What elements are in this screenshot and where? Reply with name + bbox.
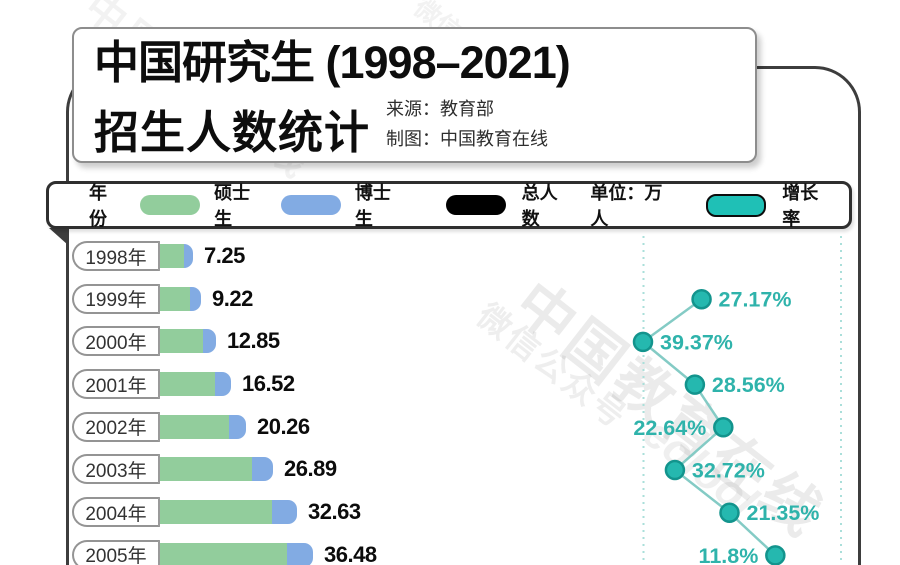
- legend-unit-label: 单位：万人: [590, 183, 663, 229]
- chart-row-2001: 2001年 16.52: [72, 369, 377, 400]
- title-box: 中国研究生 (1998–2021) 招生人数统计 来源：教育部 制图：中国教育在…: [72, 27, 757, 163]
- phd-bar-segment: [215, 372, 231, 397]
- master-bar-segment: [160, 372, 215, 397]
- enrollment-bar: [160, 286, 201, 311]
- master-bar-segment: [160, 457, 252, 482]
- year-pill: 2000年: [72, 326, 160, 357]
- phd-bar-segment: [184, 244, 193, 268]
- master-bar-segment: [160, 414, 229, 439]
- phd-bar-segment: [229, 414, 246, 439]
- enrollment-bar: [160, 372, 231, 397]
- page-title-line1: 中国研究生 (1998–2021): [94, 37, 571, 88]
- total-value-label: 9.22: [212, 285, 253, 311]
- chart-row-2002: 2002年 20.26: [72, 411, 377, 442]
- master-bar-segment: [160, 286, 190, 311]
- chart-row-2004: 2004年 32.63: [72, 497, 377, 528]
- legend-total-label: 总人数: [521, 183, 558, 229]
- phd-bar-segment: [252, 457, 273, 482]
- total-value-label: 16.52: [242, 371, 295, 397]
- enrollment-bar: [160, 542, 313, 565]
- page-title-line2: 招生人数统计: [94, 106, 371, 158]
- chart-row-2003: 2003年 26.89: [72, 454, 377, 485]
- legend-corner-fold: [49, 228, 68, 245]
- chart-row-1998: 1998年 7.25: [72, 241, 377, 271]
- total-value-label: 36.48: [324, 541, 377, 565]
- master-bar-segment: [160, 329, 203, 354]
- master-bar-segment: [160, 244, 184, 268]
- bar-rows: 1998年 7.25 1999年 9.22 2000年 12.85 2001年 16.52 20…: [72, 241, 377, 565]
- year-pill: 2001年: [72, 369, 160, 400]
- growth-swatch-icon: [706, 193, 767, 217]
- phd-swatch-icon: [280, 195, 341, 215]
- phd-bar-segment: [203, 329, 216, 354]
- master-bar-segment: [160, 500, 272, 525]
- total-value-label: 32.63: [308, 499, 361, 525]
- legend-growth-label: 增长率: [782, 183, 819, 229]
- year-pill: 2003年: [72, 454, 160, 485]
- chart-row-1999: 1999年 9.22: [72, 283, 377, 314]
- total-swatch-icon: [445, 195, 506, 215]
- year-pill: 2002年: [72, 411, 160, 442]
- enrollment-bar: [160, 414, 246, 439]
- enrollment-bar: [160, 457, 273, 482]
- legend-bar: 年份 硕士生 博士生 总人数 单位：万人 增长率: [46, 181, 852, 229]
- legend-phd-label: 博士生: [354, 183, 391, 229]
- legend-year-label: 年份: [89, 183, 107, 229]
- phd-bar-segment: [272, 500, 297, 525]
- total-value-label: 20.26: [257, 413, 310, 439]
- credit-text: 制图：中国教育在线: [386, 129, 549, 150]
- legend-master-label: 硕士生: [214, 183, 251, 229]
- phd-bar-segment: [190, 286, 201, 311]
- chart-row-2000: 2000年 12.85: [72, 326, 377, 357]
- source-credit-block: 来源：教育部 制图：中国教育在线: [386, 94, 548, 160]
- total-value-label: 12.85: [227, 328, 280, 354]
- master-bar-segment: [160, 542, 287, 565]
- master-swatch-icon: [140, 195, 201, 215]
- enrollment-bar: [160, 244, 193, 268]
- source-text: 来源：教育部: [386, 98, 495, 119]
- year-pill: 2005年: [72, 539, 160, 565]
- chart-row-2005: 2005年 36.48: [72, 539, 377, 565]
- total-value-label: 26.89: [284, 456, 337, 482]
- enrollment-bar: [160, 500, 297, 525]
- year-pill: 2004年: [72, 497, 160, 528]
- year-pill: 1999年: [72, 283, 160, 314]
- total-value-label: 7.25: [204, 243, 245, 268]
- phd-bar-segment: [287, 542, 313, 565]
- year-pill: 1998年: [72, 241, 160, 271]
- enrollment-bar: [160, 329, 216, 354]
